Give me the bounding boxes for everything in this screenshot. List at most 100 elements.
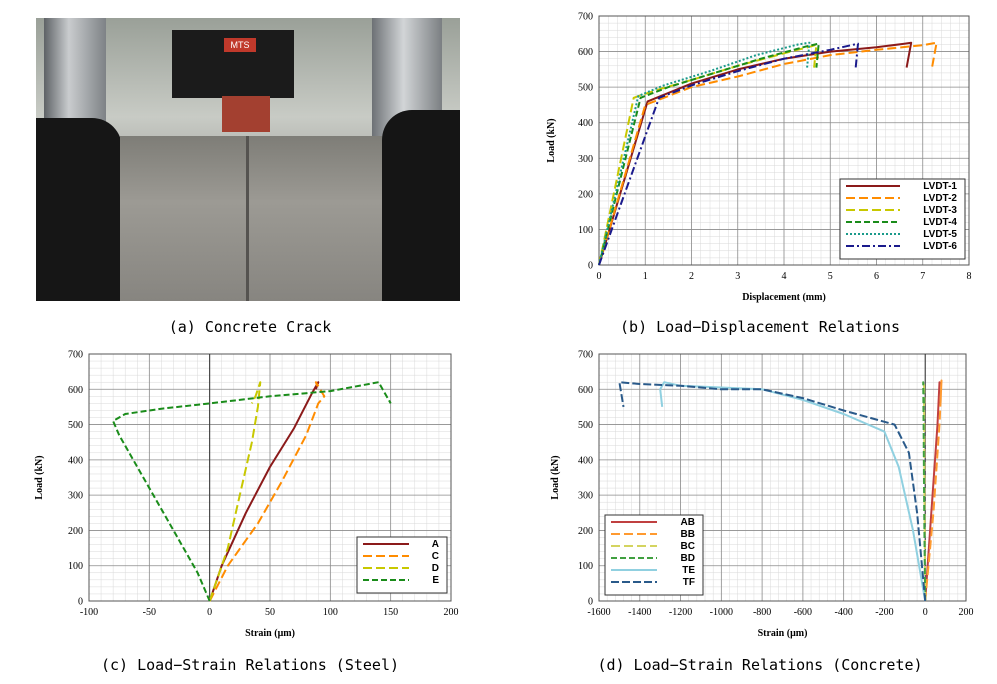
concrete-specimen: [120, 136, 382, 301]
y-tick-label: 200: [68, 526, 83, 537]
y-tick-label: 100: [578, 225, 593, 236]
y-tick-label: 400: [578, 118, 593, 129]
y-axis-label: Load (kN): [546, 118, 557, 162]
y-tick-label: 500: [578, 420, 593, 431]
x-tick-label: 2: [689, 271, 694, 282]
y-tick-label: 600: [578, 385, 593, 396]
series-line-e: [112, 381, 392, 602]
x-tick-label: -200: [875, 607, 893, 618]
load-plate: [222, 96, 270, 132]
legend-label: AB: [681, 517, 695, 528]
caption-b: (b) Load−Displacement Relations: [620, 318, 900, 336]
legend-label: A: [432, 539, 439, 550]
y-tick-label: 700: [578, 12, 593, 23]
legend-label: D: [432, 563, 439, 574]
x-tick-label: 6: [874, 271, 879, 282]
x-tick-label: 0: [207, 607, 212, 618]
legend-label: BC: [681, 541, 695, 552]
series-line-te: [659, 381, 927, 602]
series-line-tf: [618, 381, 927, 602]
x-tick-label: -600: [794, 607, 812, 618]
y-tick-label: 300: [578, 154, 593, 165]
x-tick-label: 0: [923, 607, 928, 618]
x-tick-label: 7: [920, 271, 925, 282]
x-axis-label: Strain (μm): [758, 628, 808, 639]
caption-d: (d) Load−Strain Relations (Concrete): [597, 656, 923, 674]
x-tick-label: -400: [834, 607, 852, 618]
series-line-lvdt-6: [598, 42, 859, 266]
series-line-d: [208, 381, 262, 602]
legend-label: LVDT-4: [923, 217, 957, 228]
x-tick-label: 50: [265, 607, 275, 618]
x-tick-label: 200: [959, 607, 974, 618]
series-line-a: [208, 381, 320, 602]
legend-label: TE: [682, 565, 695, 576]
load-displacement-chart: 0 1 2 3 4 5 6 7 8 0 100 200 300 400 500 600 700 Displacem…: [546, 12, 972, 304]
y-tick-label: 200: [578, 189, 593, 200]
y-tick-label: 600: [578, 47, 593, 58]
x-axis-label: Strain (μm): [245, 628, 295, 639]
x-tick-label: -800: [753, 607, 771, 618]
black-support-right: [382, 110, 460, 301]
legend-label: LVDT-2: [923, 193, 957, 204]
y-axis-label: Load (kN): [34, 455, 45, 499]
x-tick-label: 4: [782, 271, 787, 282]
legend-label: LVDT-3: [923, 205, 957, 216]
concrete-crack-photo: MTS: [36, 18, 460, 301]
caption-a: (a) Concrete Crack: [168, 318, 332, 336]
y-tick-label: 300: [68, 491, 83, 502]
x-axis-label: Displacement (mm): [742, 292, 826, 303]
caption-c: (c) Load−Strain Relations (Steel): [100, 656, 399, 674]
specimen-crack: [246, 136, 249, 301]
mts-label: MTS: [224, 38, 256, 52]
load-strain-steel-chart: -100 -50 0 50 100 150 200 0 100 200 300 400 500 600 70…: [34, 350, 459, 640]
x-tick-label: 5: [828, 271, 833, 282]
y-axis-label: Load (kN): [550, 455, 561, 499]
series-line-ab: [924, 381, 941, 602]
x-tick-label: 100: [323, 607, 338, 618]
legend-label: LVDT-6: [923, 241, 957, 252]
legend-label: C: [432, 551, 439, 562]
plot-frame: [88, 353, 452, 602]
x-tick-label: 8: [967, 271, 972, 282]
y-tick-label: 100: [578, 561, 593, 572]
x-tick-label: 1: [643, 271, 648, 282]
plot-frame: [598, 15, 970, 266]
y-tick-label: 0: [588, 261, 593, 272]
load-strain-concrete-chart: -1600 -1400 -1200 -1000 -800 -600 -400 -200 0 200…: [550, 350, 974, 640]
series-line-lvdt-5: [598, 41, 811, 266]
x-tick-label: -100: [80, 607, 98, 618]
x-tick-label: 0: [597, 271, 602, 282]
series-line-bd: [922, 381, 927, 602]
legend-label: LVDT-1: [923, 181, 957, 192]
black-support-left: [36, 118, 122, 301]
y-tick-label: 200: [578, 526, 593, 537]
y-tick-label: 700: [578, 350, 593, 361]
plot-frame: [598, 353, 967, 602]
x-tick-label: 3: [735, 271, 740, 282]
legend-label: E: [432, 575, 439, 586]
series-line-c: [208, 381, 326, 602]
legend-label: BB: [681, 529, 695, 540]
y-tick-label: 700: [68, 350, 83, 361]
x-tick-label: -1600: [587, 607, 610, 618]
x-tick-label: 200: [444, 607, 459, 618]
y-tick-label: 400: [578, 455, 593, 466]
y-tick-label: 600: [68, 385, 83, 396]
y-tick-label: 300: [578, 491, 593, 502]
legend-label: BD: [681, 553, 695, 564]
series-line-lvdt-2: [598, 41, 938, 266]
y-tick-label: 500: [68, 420, 83, 431]
legend-label: LVDT-5: [923, 229, 957, 240]
y-tick-label: 400: [68, 455, 83, 466]
x-tick-label: -1200: [669, 607, 692, 618]
x-tick-label: -50: [143, 607, 156, 618]
series-line-bb: [924, 379, 943, 602]
legend-label: TF: [683, 577, 695, 588]
y-tick-label: 500: [578, 83, 593, 94]
x-tick-label: -1000: [710, 607, 733, 618]
y-tick-label: 0: [588, 597, 593, 608]
x-tick-label: -1400: [628, 607, 651, 618]
